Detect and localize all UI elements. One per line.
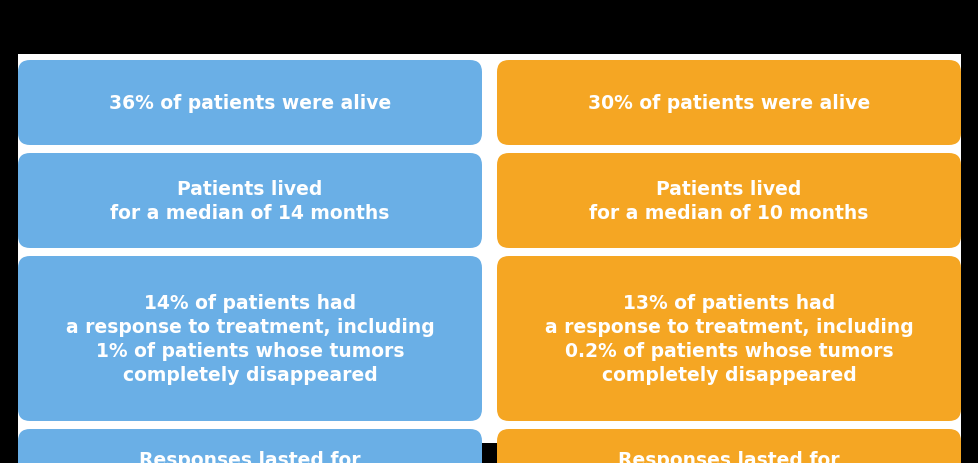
FancyBboxPatch shape <box>497 61 960 146</box>
FancyBboxPatch shape <box>18 61 481 146</box>
FancyBboxPatch shape <box>497 154 960 249</box>
FancyBboxPatch shape <box>18 55 960 443</box>
FancyBboxPatch shape <box>18 429 481 463</box>
FancyBboxPatch shape <box>497 429 960 463</box>
FancyBboxPatch shape <box>18 154 481 249</box>
FancyBboxPatch shape <box>18 257 481 421</box>
Text: 30% of patients were alive: 30% of patients were alive <box>587 94 869 113</box>
Text: 14% of patients had
a response to treatment, including
1% of patients whose tumo: 14% of patients had a response to treatm… <box>66 293 434 385</box>
FancyBboxPatch shape <box>497 257 960 421</box>
Text: 13% of patients had
a response to treatment, including
0.2% of patients whose tu: 13% of patients had a response to treatm… <box>544 293 912 385</box>
Text: Responses lasted for
a median of 16 months: Responses lasted for a median of 16 mont… <box>128 450 371 463</box>
Text: Patients lived
for a median of 10 months: Patients lived for a median of 10 months <box>589 180 867 223</box>
Text: 36% of patients were alive: 36% of patients were alive <box>109 94 391 113</box>
Text: Responses lasted for
a median of 6 months: Responses lasted for a median of 6 month… <box>613 450 843 463</box>
Text: Patients lived
for a median of 14 months: Patients lived for a median of 14 months <box>111 180 389 223</box>
